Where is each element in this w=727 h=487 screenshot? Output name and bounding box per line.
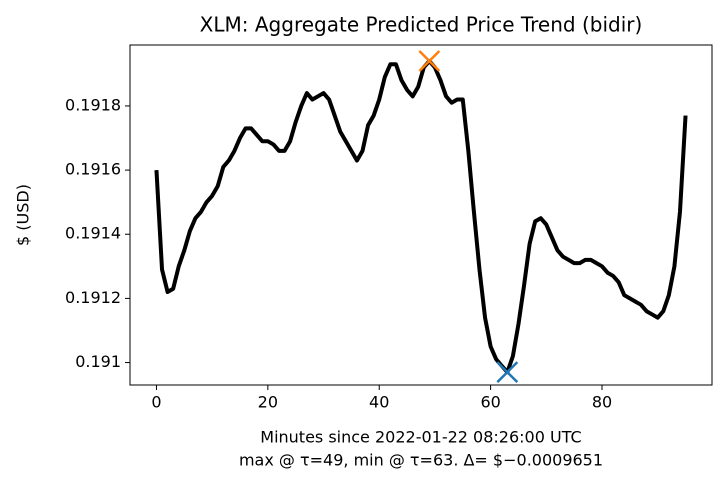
y-tick-label: 0.191 [75,352,121,371]
plot-frame [129,44,713,386]
x-axis-label: Minutes since 2022-01-22 08:26:00 UTC [260,428,581,447]
y-tick-label: 0.1918 [65,95,121,114]
x-tick-label: 80 [592,393,612,412]
y-axis-label: $ (USD) [14,184,33,246]
chart-title: XLM: Aggregate Predicted Price Trend (bi… [200,13,643,37]
x-tick-label: 0 [151,393,161,412]
extremum-marker [496,361,519,384]
price-line [154,59,688,375]
extremum-marker [418,50,441,72]
x-axis-label: max @ τ=49, min @ τ=63. Δ= $−0.0009651 [239,451,603,470]
x-tick-label: 40 [369,393,389,412]
y-tick-label: 0.1914 [65,224,121,243]
y-tick-label: 0.1912 [65,288,121,307]
y-tick-label: 0.1916 [65,160,121,179]
x-tick-label: 60 [480,393,500,412]
x-tick-label: 20 [258,393,278,412]
